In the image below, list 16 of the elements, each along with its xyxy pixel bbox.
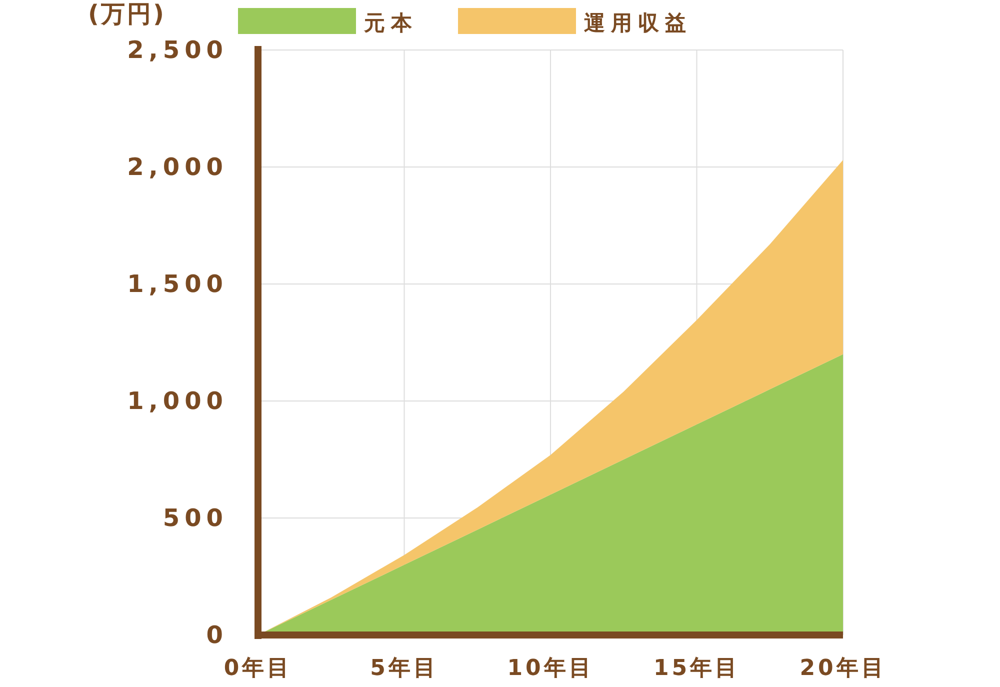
legend: 元本 bbox=[238, 8, 418, 35]
legend-label: 元本 bbox=[363, 11, 418, 35]
y-tick-label: 2,500 bbox=[127, 36, 228, 64]
x-tick-label: 5年目 bbox=[370, 656, 438, 681]
y-tick-label: 0 bbox=[206, 621, 228, 649]
legend: 運用収益 bbox=[458, 8, 692, 35]
y-tick-label: 1,000 bbox=[127, 387, 228, 415]
x-tick-label: 0年目 bbox=[224, 656, 292, 681]
y-tick-label: 500 bbox=[162, 504, 228, 532]
legend-label: 運用収益 bbox=[584, 11, 692, 35]
y-tick-label: 1,500 bbox=[127, 270, 228, 298]
x-tick-label: 15年目 bbox=[653, 656, 740, 681]
y-axis-title: (万円) bbox=[88, 0, 166, 28]
x-tick-label: 20年目 bbox=[800, 656, 886, 681]
y-tick-label: 2,000 bbox=[127, 153, 228, 181]
x-tick-label: 10年目 bbox=[507, 656, 594, 681]
